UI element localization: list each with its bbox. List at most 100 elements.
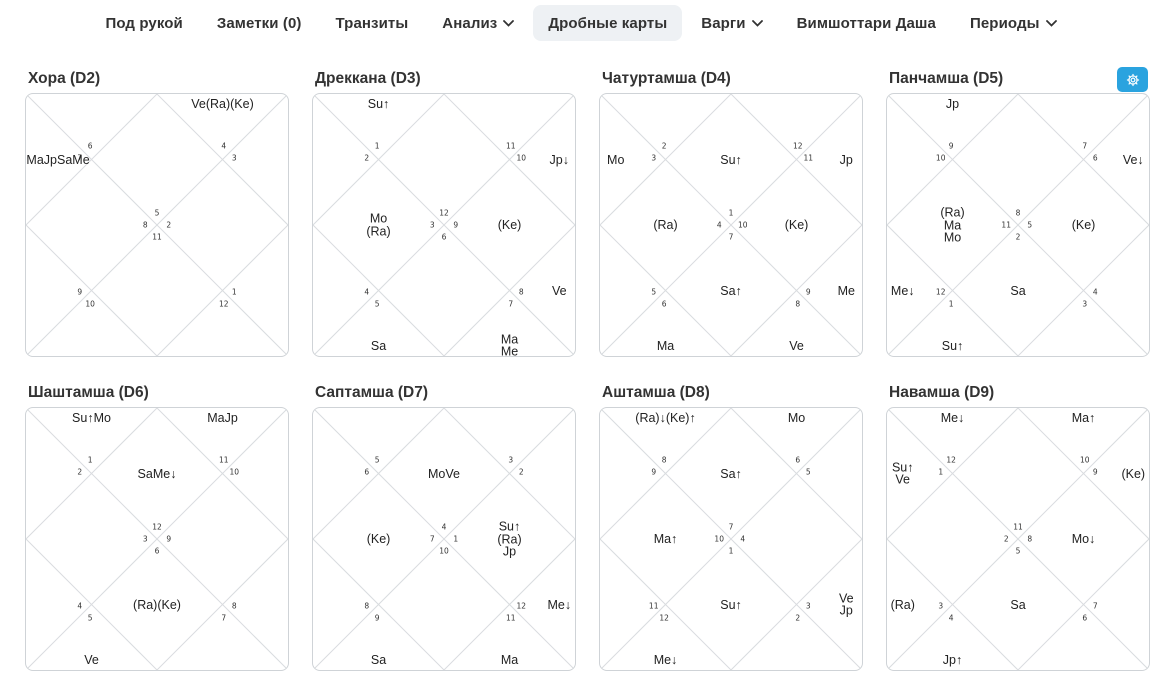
- planet-label[interactable]: Me↓: [152, 466, 177, 481]
- planet-label[interactable]: Jp: [839, 152, 853, 167]
- planet-label[interactable]: Me↓: [890, 283, 915, 298]
- planet-label[interactable]: Sa: [137, 466, 153, 481]
- chart-diagram[interactable]: 8 9 10 11 12 1 2 3 4 5 6 7 Jp (Ra) Ma Mo Me↓ Su↑ Sa (Ke) Ve↓: [886, 93, 1150, 357]
- chart-divider-line: [26, 94, 158, 226]
- planet-label[interactable]: Ve: [191, 97, 206, 112]
- planet-label[interactable]: Ma: [656, 338, 675, 353]
- planet-label[interactable]: Me: [837, 283, 855, 298]
- planet-label[interactable]: Mo: [93, 411, 111, 426]
- planet-label[interactable]: Ve: [445, 466, 460, 481]
- planet-label[interactable]: (Ra): [653, 217, 678, 232]
- house-number: 7: [221, 612, 227, 622]
- planet-label[interactable]: Ma: [207, 411, 225, 426]
- chart-diagram[interactable]: 11 12 1 2 3 4 5 6 7 8 9 10 Me↓ Su↑ Ve (Ra) Jp↑ Sa Mo↓ (Ke) M…: [886, 407, 1150, 671]
- house-number: 4: [77, 601, 83, 611]
- chart-settings-button[interactable]: [1117, 67, 1148, 92]
- planet-label[interactable]: (Ra): [205, 97, 231, 112]
- planet-label[interactable]: Jp: [224, 411, 238, 426]
- house-number: 1: [948, 298, 954, 308]
- house-planets: Ve(Ra)(Ke): [191, 98, 254, 111]
- planet-label[interactable]: Ve: [789, 338, 804, 353]
- chart-divider-line: [730, 224, 862, 356]
- planet-label[interactable]: (Ke): [366, 531, 391, 546]
- house-number: 6: [87, 141, 93, 151]
- planet-label[interactable]: Su↑: [720, 597, 742, 612]
- house-number: 4: [221, 141, 227, 151]
- planet-label[interactable]: (Ra): [890, 597, 915, 612]
- planet-label[interactable]: Su↑: [367, 97, 390, 112]
- house-number: 12: [659, 612, 669, 622]
- planet-label[interactable]: Me: [72, 152, 90, 167]
- planet-label[interactable]: Sa: [1010, 283, 1026, 298]
- chart-diagram[interactable]: 567891011121234SuMoMaJpSaMeVe(Ra)(Ke): [25, 93, 289, 357]
- planet-label[interactable]: Sa: [370, 652, 387, 667]
- planet-label[interactable]: (Ra)↓: [635, 411, 666, 426]
- planet-label[interactable]: Ve: [84, 652, 99, 667]
- planet-label[interactable]: Ma: [943, 217, 962, 232]
- planet-label[interactable]: (Ke)↑: [665, 411, 696, 426]
- planet-label[interactable]: Mo: [607, 152, 625, 167]
- planet-label[interactable]: Me↓: [653, 652, 678, 667]
- planet-label[interactable]: (Ke): [1121, 466, 1146, 481]
- nav-item-2[interactable]: Заметки (0): [202, 5, 317, 41]
- planet-label[interactable]: (Ra): [366, 224, 391, 238]
- planet-label[interactable]: Jp: [945, 97, 960, 112]
- planet-label[interactable]: Mo: [26, 152, 27, 166]
- house-number: 6: [364, 467, 370, 477]
- planet-label[interactable]: Sa: [1010, 597, 1026, 612]
- planet-label[interactable]: Mo↓: [1071, 531, 1096, 546]
- planet-label[interactable]: Ma↑: [1071, 411, 1096, 426]
- nav-item-8[interactable]: Периоды: [955, 5, 1072, 41]
- house-number: 1: [728, 208, 734, 218]
- chart-diagram[interactable]: 1 2 3 4 5 6 7 8 9 10 11 12 Su↑ Mo (Ra) Ma Sa↑ Ve Me (Ke) Jp: [599, 93, 863, 357]
- planet-label[interactable]: Su↑: [941, 338, 964, 353]
- planet-label[interactable]: (Ra): [133, 597, 158, 612]
- planet-label[interactable]: (Ke): [497, 217, 522, 232]
- planet-label[interactable]: Sa↑: [720, 283, 742, 298]
- planet-label[interactable]: Ve: [838, 591, 854, 605]
- planet-label[interactable]: Mo: [787, 411, 806, 426]
- planet-label[interactable]: Ma: [500, 652, 519, 667]
- planet-label[interactable]: Sa: [57, 152, 73, 167]
- planet-label[interactable]: Me↓: [940, 411, 965, 426]
- nav-item-5[interactable]: Дробные карты: [533, 5, 683, 41]
- planet-label[interactable]: Su↑: [498, 519, 521, 534]
- nav-item-4[interactable]: Анализ: [427, 5, 529, 41]
- nav-item-6[interactable]: Варги: [686, 5, 777, 41]
- planet-label[interactable]: Sa↑: [720, 466, 742, 481]
- planet-label[interactable]: Mo: [369, 211, 388, 226]
- planet-label[interactable]: (Ke): [230, 97, 254, 112]
- house-planets: (Ke): [367, 533, 391, 546]
- planet-label[interactable]: Jp: [43, 152, 58, 167]
- nav-item-7[interactable]: Вимшоттари Даша: [782, 5, 951, 41]
- planet-label[interactable]: (Ke): [1071, 217, 1096, 232]
- chart-diagram[interactable]: 12 1 2 3 4 5 6 7 8 9 10 11 Su↑ Mo (Ra) Sa Ma Me Ve (Ke) Jp↓: [312, 93, 576, 357]
- planet-label[interactable]: Mo: [943, 230, 962, 245]
- planet-label[interactable]: Su↑: [891, 460, 914, 474]
- planet-label[interactable]: (Ra): [497, 531, 522, 546]
- planet-label[interactable]: Su↑: [72, 411, 94, 426]
- planet-label[interactable]: Su↑: [720, 152, 742, 167]
- planet-label[interactable]: Sa: [370, 338, 387, 353]
- nav-item-1[interactable]: Под рукой: [90, 5, 197, 41]
- planet-label[interactable]: Ve: [895, 472, 911, 487]
- planet-label[interactable]: Ma: [500, 332, 519, 347]
- planet-label[interactable]: Jp: [839, 603, 853, 618]
- planet-label[interactable]: Me↓: [547, 597, 572, 612]
- chart-diagram[interactable]: 12 1 2 3 4 5 6 7 8 9 10 11 SaMe↓ Su↑Mo Ve (Ra)(Ke) MaJp: [25, 407, 289, 671]
- chart-diagram[interactable]: 7 8 9 10 11 12 1 2 3 4 5 6 Sa↑ (Ra)↓(Ke)↑ Ma↑ Me↓ Su↑ Ve J…: [599, 407, 863, 671]
- planet-label[interactable]: Jp↑: [942, 652, 963, 667]
- planet-label[interactable]: Me: [500, 344, 519, 357]
- planet-label[interactable]: Mo: [428, 466, 446, 481]
- nav-item-3[interactable]: Транзиты: [320, 5, 423, 41]
- planet-label[interactable]: Ve: [551, 283, 567, 298]
- planet-label[interactable]: (Ra): [940, 205, 965, 220]
- planet-label[interactable]: (Ke): [157, 597, 181, 612]
- planet-label[interactable]: Ma↑: [653, 531, 678, 546]
- planet-label[interactable]: Jp: [502, 544, 517, 559]
- planet-label[interactable]: (Ke): [784, 217, 809, 232]
- chart-diagram[interactable]: 4 5 6 7 8 9 10 11 12 1 2 3 MoVe (Ke) Sa Ma Me↓ Su↑ (Ra) Jp: [312, 407, 576, 671]
- planet-label[interactable]: Jp↓: [549, 152, 569, 167]
- planet-label[interactable]: Ma: [26, 152, 44, 167]
- planet-label[interactable]: Ve↓: [1122, 152, 1144, 167]
